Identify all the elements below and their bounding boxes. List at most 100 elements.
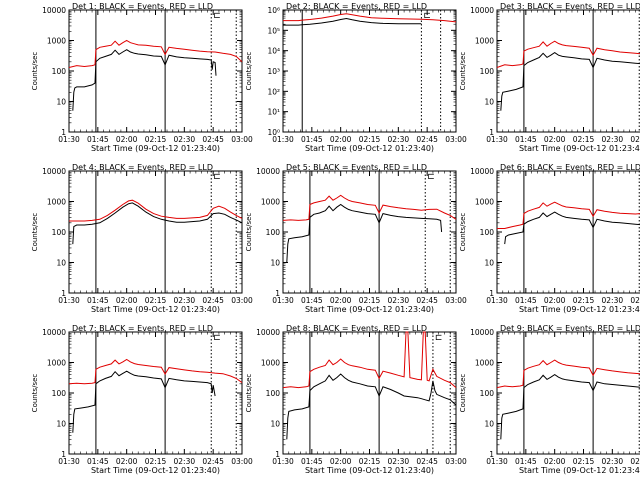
flag-marker: ⊏ (213, 333, 221, 343)
x-tick-label: 02:00 (544, 135, 566, 144)
y-tick-label: 1 (61, 128, 66, 137)
y-axis-label: Counts/sec (245, 52, 253, 91)
x-tick-label: 02:45 (416, 296, 438, 305)
y-tick-label: 1 (61, 450, 66, 459)
y-tick-label: 1000 (475, 198, 494, 207)
y-tick-label: 1 (489, 450, 494, 459)
panel-title: Det 3: BLACK = Events, RED = LLD (500, 2, 640, 11)
x-axis-label: Start Time (09-Oct-12 01:23:40) (519, 144, 640, 153)
series-line-lld (283, 13, 457, 23)
panel-title: Det 9: BLACK = Events, RED = LLD (500, 324, 640, 333)
y-tick-label: 1000 (47, 359, 66, 368)
x-tick-label: 02:45 (202, 135, 224, 144)
x-tick-label: 03:00 (231, 135, 253, 144)
panel-title: Det 8: BLACK = Events, RED = LLD (286, 324, 427, 333)
x-tick-label: 02:30 (174, 296, 196, 305)
detector-panel-5: Det 5: BLACK = Events, RED = LLD 1 10 100 10… (245, 163, 467, 314)
y-tick-label: 1 (275, 450, 280, 459)
y-tick-label: 1 (275, 289, 280, 298)
series-line-lld (68, 39, 243, 68)
x-tick-label: 02:15 (573, 457, 595, 466)
x-tick-label: 02:00 (330, 135, 352, 144)
panel-title: Det 7: BLACK = Events, RED = LLD (72, 324, 213, 333)
x-tick-label: 03:00 (231, 457, 253, 466)
y-axis-label: Counts/sec (459, 213, 467, 252)
plot-frame (282, 331, 457, 455)
flag-marker: ⊏ (435, 333, 443, 343)
y-tick-label: 1 (61, 289, 66, 298)
series-line-lld (497, 201, 640, 229)
x-tick-label: 03:00 (445, 135, 467, 144)
y-tick-label: 10 (56, 420, 66, 429)
x-tick-label: 03:00 (445, 457, 467, 466)
flag-marker: ⊏ (213, 11, 221, 21)
x-tick-label: 01:45 (87, 296, 109, 305)
x-axis-label: Start Time (09-Oct-12 01:23:40) (519, 305, 640, 314)
panel-title: Det 6: BLACK = Events, RED = LLD (500, 163, 640, 172)
x-tick-label: 02:30 (602, 135, 624, 144)
x-tick-label: 02:00 (116, 296, 138, 305)
y-axis-label: Counts/sec (31, 374, 39, 413)
x-tick-label: 01:45 (515, 296, 537, 305)
y-tick-label: 10000 (256, 328, 280, 337)
y-axis-label: Counts/sec (459, 374, 467, 413)
y-tick-label: 10000 (470, 328, 494, 337)
detector-panel-9: Det 9: BLACK = Events, RED = LLD 1 10 100 10… (459, 324, 640, 475)
y-tick-label: 10000 (470, 167, 494, 176)
x-tick-label: 01:45 (515, 135, 537, 144)
x-tick-label: 02:45 (202, 296, 224, 305)
series-line-lld (496, 40, 640, 68)
x-axis-label: Start Time (09-Oct-12 01:23:40) (91, 466, 220, 475)
y-tick-label: 100 (52, 228, 67, 237)
y-tick-label: 10¹ (267, 108, 280, 117)
x-tick-label: 01:45 (87, 457, 109, 466)
series-line-events (283, 17, 422, 26)
x-tick-label: 02:45 (202, 457, 224, 466)
y-tick-label: 10 (270, 420, 280, 429)
y-tick-label: 10⁰ (267, 128, 280, 137)
y-tick-label: 10⁴ (267, 47, 280, 56)
x-axis-label: Start Time (09-Oct-12 01:23:40) (91, 305, 220, 314)
plot-frame (68, 170, 243, 294)
y-tick-label: 10 (56, 259, 66, 268)
panel-title: Det 5: BLACK = Events, RED = LLD (286, 163, 427, 172)
detector-panel-2: Det 2: BLACK = Events, RED = LLD 10⁰ 10¹ 10… (245, 2, 467, 153)
x-tick-label: 02:15 (145, 296, 167, 305)
x-tick-label: 02:15 (359, 457, 381, 466)
x-tick-label: 02:00 (330, 296, 352, 305)
x-tick-label: 02:15 (145, 457, 167, 466)
series-line-events (72, 202, 243, 245)
y-tick-label: 100 (480, 228, 495, 237)
x-tick-label: 01:30 (486, 457, 508, 466)
y-tick-label: 1000 (47, 37, 66, 46)
y-tick-label: 10000 (256, 167, 280, 176)
y-tick-label: 1000 (475, 359, 494, 368)
x-tick-label: 01:30 (486, 296, 508, 305)
y-tick-label: 10 (56, 98, 66, 107)
y-tick-label: 100 (266, 389, 281, 398)
series-line-lld (69, 199, 243, 222)
x-tick-label: 01:45 (301, 296, 323, 305)
y-axis-label: Counts/sec (245, 213, 253, 252)
x-tick-label: 02:45 (416, 135, 438, 144)
x-axis-label: Start Time (09-Oct-12 01:23:40) (305, 466, 434, 475)
y-tick-label: 1000 (261, 198, 280, 207)
x-tick-label: 01:45 (515, 457, 537, 466)
y-axis-label: Counts/sec (459, 52, 467, 91)
x-tick-label: 02:30 (388, 135, 410, 144)
y-axis-label: Counts/sec (31, 213, 39, 252)
plot-frame (282, 9, 457, 133)
flag-marker: ⊏ (427, 172, 435, 182)
x-tick-label: 02:30 (174, 135, 196, 144)
y-tick-label: 10000 (42, 167, 66, 176)
panel-title: Det 2: BLACK = Events, RED = LLD (286, 2, 427, 11)
x-tick-label: 02:15 (573, 296, 595, 305)
x-axis-label: Start Time (09-Oct-12 01:23:40) (305, 144, 434, 153)
y-tick-label: 10⁵ (267, 26, 280, 35)
x-tick-label: 01:30 (58, 457, 80, 466)
y-axis-label: Counts/sec (245, 374, 253, 413)
x-tick-label: 02:15 (359, 135, 381, 144)
series-line-events (286, 203, 443, 263)
detector-panel-4: Det 4: BLACK = Events, RED = LLD 1 10 100 10… (31, 163, 253, 314)
